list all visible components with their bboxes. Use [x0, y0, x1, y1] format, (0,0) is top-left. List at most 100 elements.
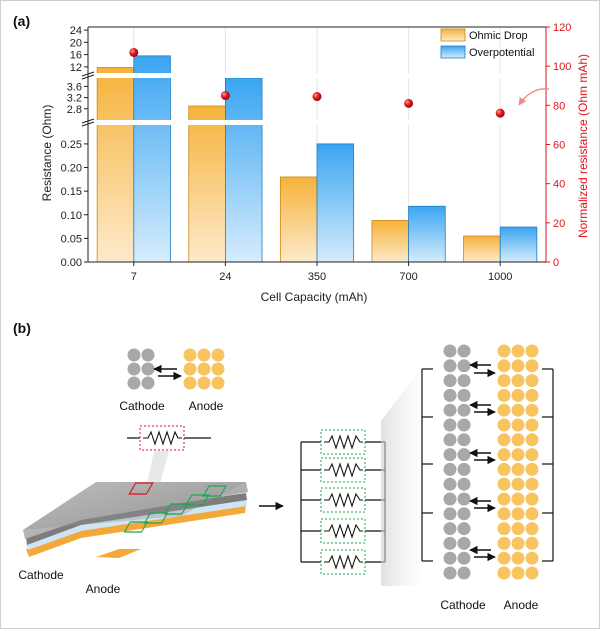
- y-tick-label: 12: [70, 62, 82, 74]
- anode-particle: [197, 348, 211, 362]
- y-right-tick-label: 120: [553, 22, 571, 34]
- bar-overpotential: [224, 77, 263, 263]
- anode-particle: [183, 348, 197, 362]
- axis-pointer-arrow: [518, 88, 550, 106]
- cathode-particle: [443, 566, 457, 580]
- cathode-particle: [443, 536, 457, 550]
- anode-particle: [525, 566, 539, 580]
- anode-particle: [497, 462, 511, 476]
- y-tick-label: 2.8: [67, 104, 82, 116]
- anode-particle: [497, 433, 511, 447]
- anode-particle: [197, 376, 211, 390]
- anode-particle: [525, 477, 539, 491]
- anode-particle: [525, 507, 539, 521]
- anode-particle: [511, 492, 525, 506]
- cathode-particle: [457, 448, 471, 462]
- normalized-point: [495, 108, 505, 118]
- cathode-particle: [141, 376, 155, 390]
- cell-cathode-label: Cathode: [18, 568, 64, 582]
- top-anode-label: Anode: [189, 399, 224, 413]
- top-cathode-label: Cathode: [119, 399, 165, 413]
- y-axis-title: Resistance (Ohm): [40, 105, 54, 202]
- anode-particle: [525, 448, 539, 462]
- anode-particle: [497, 566, 511, 580]
- anode-particle: [525, 433, 539, 447]
- resistor: [324, 523, 363, 539]
- x-tick-label: 24: [219, 271, 231, 283]
- y-right-tick-label: 60: [553, 140, 565, 152]
- bar-overpotential: [408, 205, 446, 263]
- cathode-particle: [443, 344, 457, 358]
- cathode-particle: [443, 551, 457, 565]
- anode-particle: [511, 359, 525, 373]
- legend-label: Ohmic Drop: [469, 30, 528, 42]
- normalized-point: [404, 98, 414, 108]
- anode-particle: [511, 566, 525, 580]
- cathode-particle: [457, 433, 471, 447]
- zoom-wedge-large: [381, 368, 421, 586]
- legend-swatch: [440, 45, 466, 59]
- cathode-particle: [443, 433, 457, 447]
- cathode-particle: [457, 344, 471, 358]
- resistor: [324, 554, 363, 570]
- y-tick-label: 24: [70, 25, 82, 37]
- anode-particle: [197, 362, 211, 376]
- cathode-particle: [443, 462, 457, 476]
- anode-particle: [525, 462, 539, 476]
- anode-particle: [511, 536, 525, 550]
- x-tick-label: 700: [399, 271, 417, 283]
- anode-particle: [497, 374, 511, 388]
- anode-particle: [525, 418, 539, 432]
- anode-particle: [511, 388, 525, 402]
- anode-particle: [525, 492, 539, 506]
- anode-particle: [211, 348, 225, 362]
- resistor: [324, 492, 363, 508]
- anode-particle: [525, 359, 539, 373]
- single-resistor-box: [127, 425, 211, 451]
- y-tick-label: 0.10: [61, 210, 82, 222]
- cathode-particle: [443, 418, 457, 432]
- cathode-particle: [457, 418, 471, 432]
- normalized-point: [129, 47, 139, 57]
- particle-ladder: [421, 341, 575, 589]
- resistor: [324, 462, 363, 478]
- cathode-particle: [457, 359, 471, 373]
- y-tick-label: 3.2: [67, 93, 82, 105]
- cathode-particle: [457, 507, 471, 521]
- anode-particle: [497, 522, 511, 536]
- anode-particle: [511, 418, 525, 432]
- y-right-tick-label: 80: [553, 100, 565, 112]
- cathode-particle: [127, 348, 141, 362]
- anode-particle: [497, 492, 511, 506]
- cathode-particle: [457, 477, 471, 491]
- y-right-tick-label: 0: [553, 257, 559, 269]
- bar-ohmic-drop: [188, 105, 226, 263]
- anode-particle: [511, 462, 525, 476]
- anode-particle: [511, 433, 525, 447]
- cathode-particle: [443, 477, 457, 491]
- cathode-particle: [457, 536, 471, 550]
- anode-particle: [497, 448, 511, 462]
- chart-axes: 7 24 350 700 10000.000.050.100.150.200.252.8…: [61, 22, 572, 283]
- anode-particle: [525, 388, 539, 402]
- cathode-particle: [443, 359, 457, 373]
- x-tick-label: 350: [308, 271, 326, 283]
- resistor: [324, 434, 363, 450]
- anode-particle: [511, 551, 525, 565]
- normalized-point: [220, 91, 230, 101]
- y-axis-title-right: Normalized resistance (Ohm mAh): [576, 54, 590, 238]
- anode-particle: [211, 362, 225, 376]
- cathode-particle: [141, 348, 155, 362]
- anode-particle: [525, 403, 539, 417]
- bar-ohmic-drop: [463, 235, 501, 263]
- axis-break-gap: [82, 73, 546, 78]
- chart-resistance-vs-capacity: 7 24 350 700 10000.000.050.100.150.200.252.8…: [61, 22, 572, 283]
- x-tick-label: 7: [131, 271, 137, 283]
- zoom-wedge-small: [147, 451, 169, 484]
- y-right-tick-label: 100: [553, 61, 571, 73]
- anode-particle: [525, 536, 539, 550]
- ladder-anode-label: Anode: [504, 598, 539, 612]
- anode-particle: [497, 551, 511, 565]
